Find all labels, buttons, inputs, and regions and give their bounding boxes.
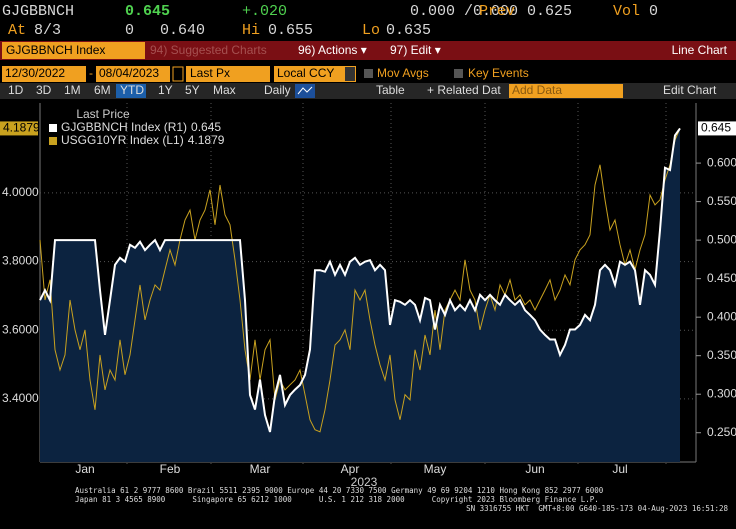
currency[interactable]: Local CCY: [277, 66, 334, 80]
x-axis-label: 2023: [351, 475, 378, 489]
y-tick-label: 3.8000: [2, 254, 39, 268]
footer-line: Japan 81 3 4565 8900 Singapore 65 6212 1…: [75, 495, 599, 504]
x-tick-label: Jan: [75, 462, 94, 476]
x-tick-label: Feb: [160, 462, 181, 476]
last-value-label: 4.1879: [3, 121, 40, 135]
ticker: GJGBBNCH: [2, 3, 74, 20]
line-icon[interactable]: [295, 84, 315, 98]
y2-tick-label: 0.600: [707, 155, 736, 169]
line-icon-glyph: [297, 86, 313, 95]
prev: 0.625: [527, 3, 572, 20]
x-tick-label: May: [424, 462, 447, 476]
legend-value: 4.1879: [188, 133, 225, 147]
last-value-tag: [0, 121, 38, 136]
mov-avgs-checkbox[interactable]: [364, 69, 373, 78]
add-data[interactable]: Add Data: [512, 83, 562, 97]
y-tick-label: 4.0000: [2, 185, 39, 199]
size: 0: [125, 22, 134, 39]
at: 8/3: [34, 22, 61, 39]
currency-box[interactable]: [274, 66, 356, 82]
period-button[interactable]: 6M: [94, 83, 111, 97]
lo: 0.635: [386, 22, 431, 39]
y2-tick-label: 0.400: [707, 309, 736, 323]
frequency[interactable]: Daily: [264, 83, 291, 97]
legend-value: 0.645: [191, 120, 221, 134]
vol-label: Vol: [613, 3, 640, 20]
table-button[interactable]: Table: [376, 83, 405, 97]
add-data-box[interactable]: [509, 84, 623, 98]
start-date-box[interactable]: [2, 66, 86, 82]
start-date[interactable]: 12/30/2022: [5, 66, 65, 80]
period-button[interactable]: 1Y: [158, 83, 173, 97]
last-value-tag: [698, 121, 736, 136]
line: [39, 128, 681, 433]
period-button[interactable]: 1M: [64, 83, 81, 97]
x-tick-label: Jul: [612, 462, 627, 476]
field[interactable]: Last Px: [190, 66, 230, 80]
legend-title: Last Price: [76, 107, 130, 121]
menu-bar: [0, 41, 736, 60]
period-button[interactable]: YTD: [120, 83, 144, 97]
legend-swatch: [49, 137, 57, 145]
prev-label: Prev: [479, 3, 515, 20]
y-tick-label: 3.4000: [2, 391, 39, 405]
vol: 0: [649, 3, 658, 20]
calendar-icon[interactable]: [172, 66, 184, 82]
key-events[interactable]: Key Events: [468, 66, 529, 80]
related-data[interactable]: + Related Dat: [427, 83, 501, 97]
y2-tick-label: 0.450: [707, 271, 736, 285]
x-tick-label: Apr: [341, 462, 360, 476]
plot: 3.4000 3.6000 3.8000 4.0000 0.250 0.300 0.350 0…: [0, 103, 736, 476]
y2-tick-label: 0.500: [707, 232, 736, 246]
key-events-checkbox[interactable]: [454, 69, 463, 78]
x-tick-label: Mar: [250, 462, 271, 476]
lo-label: Lo: [362, 22, 380, 39]
x-tick-label: Jun: [525, 462, 544, 476]
y2-tick-label: 0.550: [707, 194, 736, 208]
bid-ask: 0.000 /0.000: [410, 3, 518, 20]
period-button[interactable]: 5Y: [185, 83, 200, 97]
field-box[interactable]: [186, 66, 270, 82]
end-date-box[interactable]: [96, 66, 170, 82]
period-button[interactable]: 1D: [8, 83, 24, 97]
currency-dropdown[interactable]: [345, 67, 355, 81]
suggested-charts[interactable]: 94) Suggested Charts: [150, 43, 267, 57]
view-name: Line Chart: [672, 43, 728, 57]
security-box[interactable]: [2, 42, 145, 59]
actions-menu[interactable]: 96) Actions ▾: [298, 43, 367, 57]
at-label: At: [8, 22, 26, 39]
line: [39, 127, 681, 433]
area: [40, 128, 680, 462]
period-selected: [116, 84, 146, 98]
mov-avgs[interactable]: Mov Avgs: [377, 66, 429, 80]
y-tick-label: 3.6000: [2, 322, 39, 336]
legend-swatch: [49, 124, 57, 132]
period-button[interactable]: Max: [213, 83, 236, 97]
security[interactable]: GJGBBNCH Index: [6, 43, 105, 57]
legend-label: GJGBBNCH Index (R1): [61, 120, 187, 134]
edit-menu[interactable]: 97) Edit ▾: [390, 43, 441, 57]
date-dash: -: [89, 66, 93, 80]
hi-label: Hi: [242, 22, 260, 39]
last-price: 0.645: [125, 3, 170, 20]
footer-line: SN 3316755 HKT GMT+8:00 G640-185-173 04-…: [466, 504, 728, 513]
period-button[interactable]: 3D: [36, 83, 52, 97]
edit-chart[interactable]: Edit Chart: [663, 83, 717, 97]
open: 0.640: [160, 22, 205, 39]
y2-tick-label: 0.350: [707, 348, 736, 362]
y2-tick-label: 0.300: [707, 386, 736, 400]
change: +.020: [242, 3, 287, 20]
footer-line: Australia 61 2 9777 8600 Brazil 5511 239…: [75, 486, 604, 495]
y2-tick-label: 0.250: [707, 425, 736, 439]
last-value-label: 0.645: [701, 121, 731, 135]
legend-label: USGG10YR Index (L1): [61, 133, 184, 147]
end-date[interactable]: 08/04/2023: [99, 66, 159, 80]
hi: 0.655: [268, 22, 313, 39]
